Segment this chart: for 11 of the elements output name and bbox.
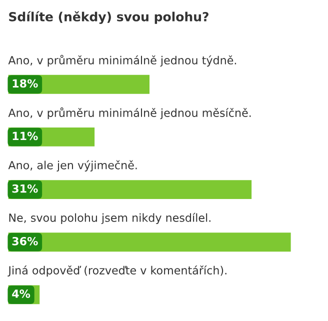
data-label: 31% bbox=[12, 184, 38, 193]
y-tick-label: Ano, v průměru minimálně jednou týdně. bbox=[8, 54, 236, 67]
data-label: 36% bbox=[12, 236, 38, 246]
y-tick-label: Jiná odpověď (rozveďte v komentářích). bbox=[8, 265, 226, 277]
data-label: 4% bbox=[12, 290, 30, 298]
y-tick-label: Ano, ale jen výjimečně. bbox=[8, 160, 137, 172]
y-tick-label: Ano, v průměru minimálně jednou měsíčně. bbox=[8, 107, 251, 120]
data-label: 11% bbox=[12, 132, 38, 140]
chart-title: Sdílíte (někdy) svou polohu? bbox=[9, 11, 208, 24]
data-label: 18% bbox=[12, 79, 38, 88]
y-tick-label: Ne, svou polohu jsem nikdy nesdílel. bbox=[9, 212, 210, 224]
